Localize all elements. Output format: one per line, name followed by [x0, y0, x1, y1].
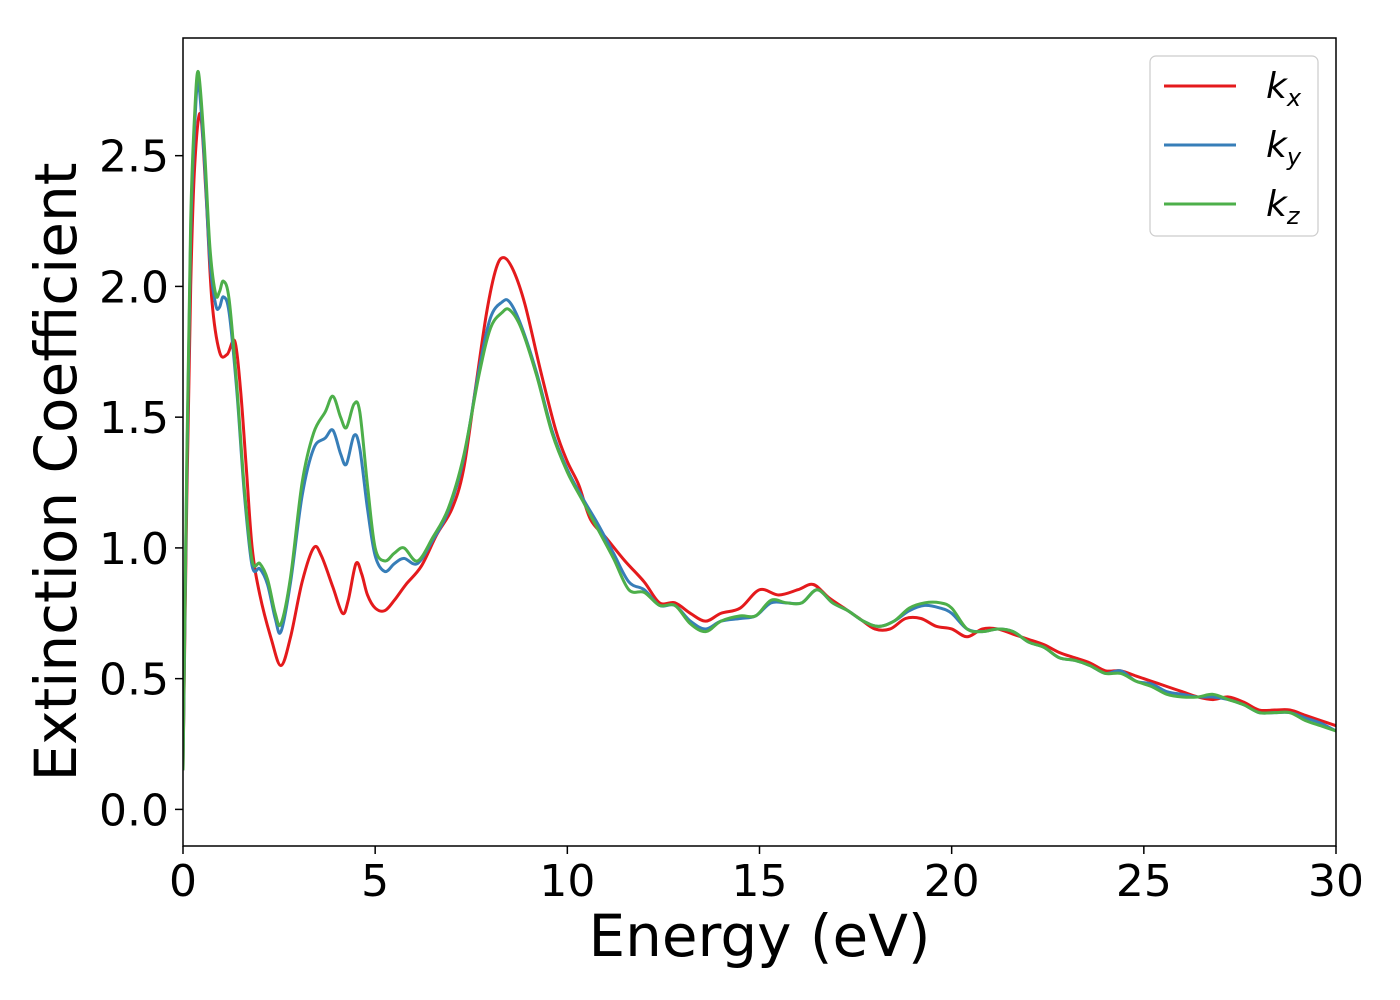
x-tick-label: 20: [924, 856, 980, 907]
y-axis-ticks: 0.0 0.5 1.0 1.5 2.0 2.5: [99, 132, 183, 836]
y-tick-label: 0.0: [99, 785, 169, 836]
y-tick-label: 0.5: [99, 655, 169, 706]
y-tick-label: 1.5: [99, 393, 169, 444]
x-tick-label: 30: [1308, 856, 1364, 907]
y-tick-label: 2.0: [99, 262, 169, 313]
y-tick-label: 1.0: [99, 524, 169, 575]
x-tick-label: 5: [361, 856, 389, 907]
y-tick-label: 2.5: [99, 132, 169, 183]
x-tick-label: 10: [539, 856, 595, 907]
series-line-kx: [183, 112, 1336, 771]
x-tick-label: 0: [169, 856, 197, 907]
legend-label: kz: [1266, 184, 1301, 230]
legend-label: ky: [1266, 125, 1302, 171]
x-axis-ticks: 0 5 10 15 20 25 30: [169, 846, 1364, 907]
x-tick-label: 15: [732, 856, 788, 907]
legend: kx ky kz: [1149, 55, 1319, 237]
series-layer: [183, 70, 1336, 771]
legend-label: kx: [1266, 66, 1302, 112]
series-line-kz: [183, 70, 1336, 771]
x-axis-label: Energy (eV): [588, 902, 930, 970]
x-tick-label: 25: [1116, 856, 1172, 907]
y-axis-label: Extinction Coefficient: [22, 163, 90, 782]
